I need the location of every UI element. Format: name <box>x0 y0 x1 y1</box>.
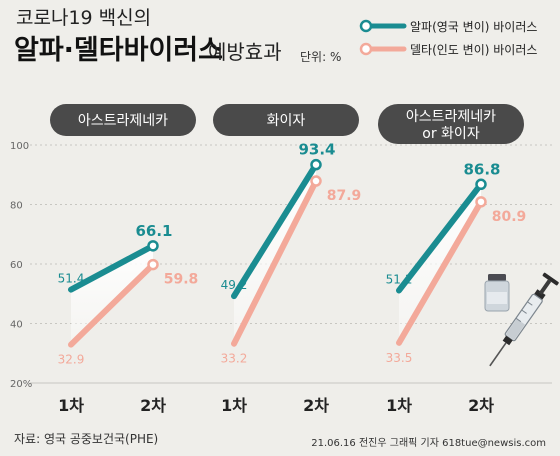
title-line1: 코로나19 백신의 <box>16 7 151 29</box>
point-delta-2 <box>475 196 487 208</box>
value-label-alpha-1: 49.2 <box>221 278 248 292</box>
y-tick-label: 20% <box>10 379 32 390</box>
y-tick-label: 80 <box>10 201 23 212</box>
panel-label-text: or 화이자 <box>422 126 480 142</box>
legend: 알파(영국 변이) 바이러스 델타(인도 변이) 바이러스 <box>359 19 537 57</box>
point-alpha-2 <box>147 240 159 252</box>
panel-1: 아스트라제네카 51.4 32.9 66.1 59.8 1차 2차 <box>50 104 198 415</box>
legend-label-delta: 델타(인도 변이) 바이러스 <box>410 43 537 57</box>
x-tick-label: 2차 <box>303 396 329 415</box>
value-label-delta-2: 87.9 <box>327 188 362 204</box>
value-label-delta-1: 32.9 <box>58 353 85 367</box>
value-label-alpha-1: 51.4 <box>58 272 85 286</box>
x-tick-label: 1차 <box>386 396 412 415</box>
series-line-alpha <box>68 242 156 293</box>
unit-label: 단위: % <box>300 50 341 64</box>
panel-label-text: 아스트라제네카 <box>78 113 168 129</box>
point-alpha-2 <box>475 178 487 191</box>
value-label-delta-2: 59.8 <box>164 272 199 288</box>
y-tick-label: 60 <box>10 260 23 271</box>
syringe-icon <box>489 272 559 367</box>
panel-label-text: 화이자 <box>267 113 306 129</box>
value-label-alpha-2: 93.4 <box>298 141 335 159</box>
y-axis-ticks: 20% 40 60 80 100 <box>10 141 32 390</box>
value-label-alpha-1: 51.1 <box>386 272 413 286</box>
title-line2: 알파·델타바이러스 <box>14 35 223 66</box>
value-label-delta-1: 33.5 <box>386 351 413 365</box>
grid <box>30 144 552 384</box>
value-label-delta-2: 80.9 <box>492 209 527 225</box>
title-line2b: 예방효과 <box>208 40 282 64</box>
credit-text: 21.06.16 전진우 그래픽 기자 618tue@newsis.com <box>311 437 546 449</box>
panel-label-pill <box>213 104 359 136</box>
series-line-delta <box>231 177 319 347</box>
point-delta-2 <box>310 175 322 187</box>
value-label-alpha-2: 86.8 <box>463 160 500 178</box>
x-tick-label: 2차 <box>468 396 494 415</box>
series-line-alpha <box>231 161 319 300</box>
gap-area <box>71 245 153 345</box>
legend-label-alpha: 알파(영국 변이) 바이러스 <box>410 20 537 34</box>
y-tick-label: 100 <box>10 141 29 152</box>
vaccine-vial-icon <box>484 274 510 312</box>
x-tick-label: 1차 <box>221 396 247 415</box>
x-tick-label: 2차 <box>140 396 166 415</box>
point-delta-2 <box>147 258 159 271</box>
y-tick-label: 40 <box>10 320 23 331</box>
series-line-alpha <box>396 181 484 294</box>
panels: 아스트라제네카 51.4 32.9 66.1 59.8 1차 2차 화이자 49.2 33.2 93… <box>50 104 526 415</box>
x-tick-label: 1차 <box>58 396 84 415</box>
legend-dot-delta <box>359 42 373 56</box>
panel-label-pill <box>378 104 524 144</box>
panel-label-pill <box>50 104 196 136</box>
legend-dot-alpha <box>359 19 373 33</box>
panel-label-text: 아스트라제네카 <box>406 109 496 125</box>
point-alpha-2 <box>310 158 322 171</box>
source-text: 자료: 영국 공중보건국(PHE) <box>14 432 158 446</box>
panel-2: 화이자 49.2 33.2 93.4 87.9 1차 2차 <box>213 104 361 415</box>
series-line-delta <box>68 261 156 348</box>
value-label-delta-1: 33.2 <box>221 352 248 366</box>
series-line-delta <box>396 198 484 346</box>
value-label-alpha-2: 66.1 <box>135 222 172 240</box>
